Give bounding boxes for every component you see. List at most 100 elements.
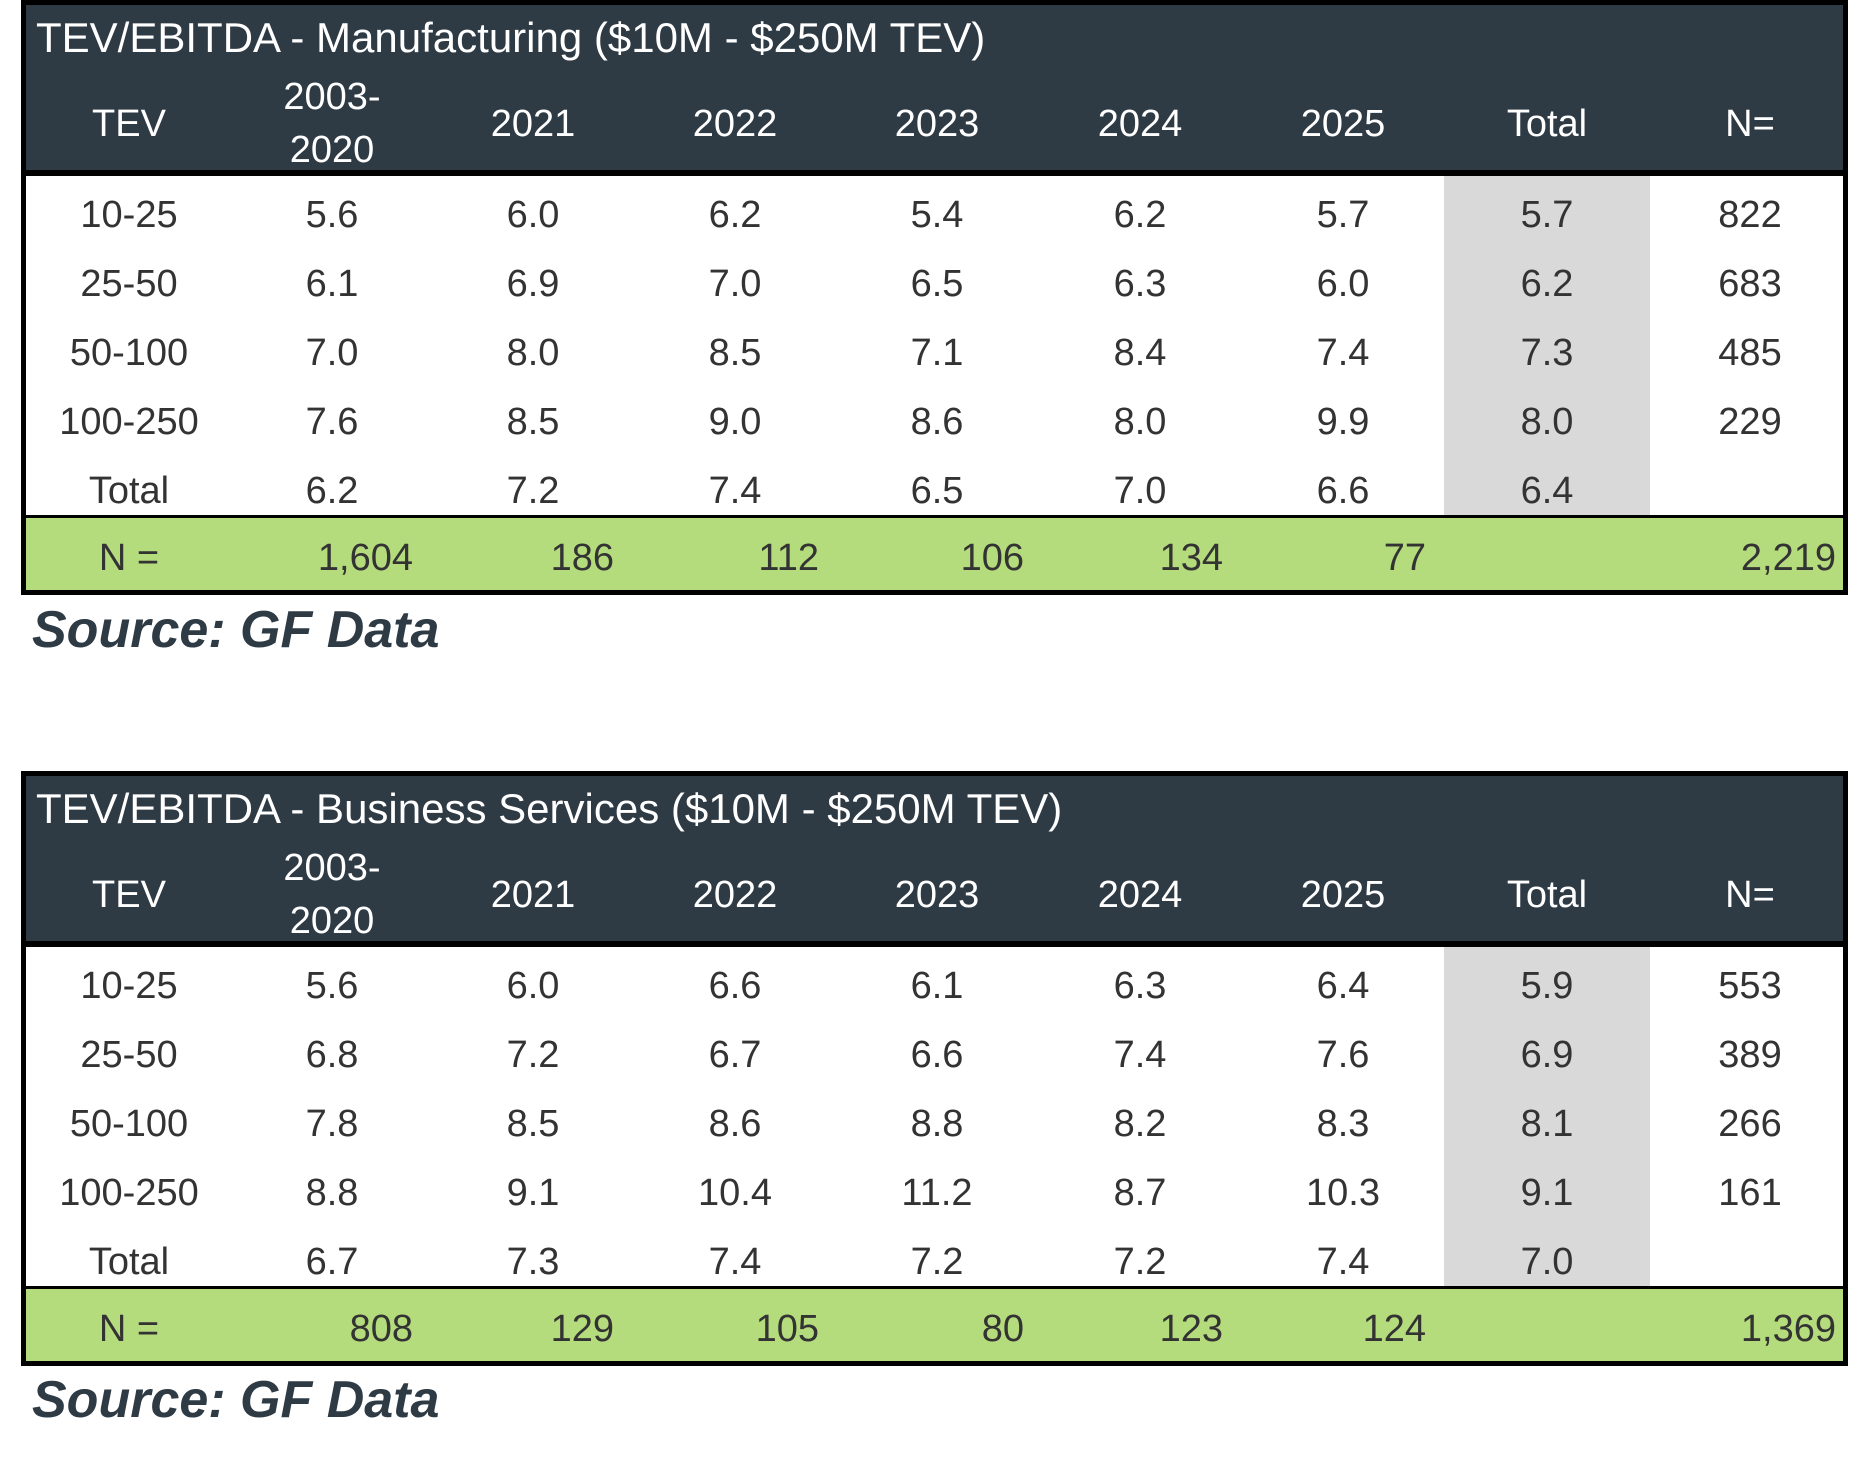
table-cell: 6.2 [708,194,762,236]
valuation-table: TEV/EBITDA - Manufacturing ($10M - $250M… [21,0,1848,595]
table-cell: 7.3 [506,1241,560,1283]
count-footer-row: N = 1,604 186 112 106 134 77 2,219 [26,515,1843,590]
table-cell: 8.8 [305,1172,359,1214]
table-cell: 7.6 [305,401,359,443]
table-cell: 7.4 [1316,1241,1370,1283]
table-cell: 683 [1718,263,1782,305]
table-cell: 6.4 [1316,965,1370,1007]
table-cell: 7.3 [1520,332,1574,374]
table-cell: 7.1 [910,332,964,374]
table-header: TEV/EBITDA - Business Services ($10M - $… [26,776,1843,942]
table-cell: 6.5 [910,470,964,512]
footer-label: N = [98,1308,160,1350]
column-header: 2023 [894,102,980,145]
table-cell: 7.0 [305,332,359,374]
table-cell: 7.4 [708,1241,762,1283]
row-label: 100-250 [59,401,199,443]
source-caption: Source: GF Data [32,601,440,659]
table-cell: 6.4 [1520,470,1574,512]
table-cell: 822 [1718,194,1782,236]
table-cell: 6.6 [910,1034,964,1076]
row-label: 50-100 [69,1103,189,1145]
footer-count: 808 [349,1308,413,1350]
table-cell: 485 [1718,332,1782,374]
header-divider [26,170,1843,176]
table-cell: 266 [1718,1103,1782,1145]
table-cell: 6.9 [506,263,560,305]
table-cell: 389 [1718,1034,1782,1076]
column-header: TEV [92,873,166,916]
row-label: Total [88,470,170,512]
row-label: 25-50 [80,1034,178,1076]
table-cell: 6.1 [305,263,359,305]
row-label: 100-250 [59,1172,199,1214]
footer-count: 1,369 [1740,1308,1836,1350]
table-cell: 7.0 [708,263,762,305]
table-cell: 6.9 [1520,1034,1574,1076]
column-header: 2021 [490,873,576,916]
table-cell: 553 [1718,965,1782,1007]
row-label: Total [88,1241,170,1283]
table-cell: 8.0 [1520,401,1574,443]
table-cell: 8.8 [910,1103,964,1145]
table-cell: 6.2 [1520,263,1574,305]
table-cell: 7.4 [1316,332,1370,374]
table-cell: 7.6 [1316,1034,1370,1076]
table-cell: 7.2 [506,470,560,512]
footer-count: 134 [1159,537,1223,579]
table-cell: 8.2 [1113,1103,1167,1145]
table-cell: 6.7 [305,1241,359,1283]
table-cell: 8.5 [708,332,762,374]
table-cell: 6.3 [1113,965,1167,1007]
table-cell: 7.8 [305,1103,359,1145]
table-cell: 6.0 [506,194,560,236]
table-cell: 6.8 [305,1034,359,1076]
table-cell: 8.0 [1113,401,1167,443]
count-footer-row: N = 808 129 105 80 123 124 1,369 [26,1286,1843,1361]
table-cell: 8.1 [1520,1103,1574,1145]
table-cell: 8.3 [1316,1103,1370,1145]
column-header: N= [1725,102,1775,145]
table-header: TEV/EBITDA - Manufacturing ($10M - $250M… [26,5,1843,171]
footer-count: 80 [981,1308,1024,1350]
table-cell: 5.6 [305,194,359,236]
column-header: 2003- 2020 [283,76,381,171]
column-header: Total [1506,873,1588,916]
table-cell: 5.4 [910,194,964,236]
column-header: 2025 [1300,102,1386,145]
total-column-shade [1444,176,1650,515]
table-cell: 10.4 [698,1172,772,1214]
table-cell: 6.0 [506,965,560,1007]
footer-count: 129 [550,1308,614,1350]
table-cell: 8.4 [1113,332,1167,374]
table-title: TEV/EBITDA - Manufacturing ($10M - $250M… [36,14,986,61]
table-cell: 9.1 [506,1172,560,1214]
source-caption: Source: GF Data [32,1371,440,1429]
footer-count: 186 [550,537,614,579]
table-body: 10-25 5.6 6.0 6.2 5.4 6.2 5.7 5.7 822 25-50 6.1 6.9… [26,176,1843,515]
row-label: 10-25 [80,965,178,1007]
table-cell: 7.4 [708,470,762,512]
table-cell: 7.4 [1113,1034,1167,1076]
column-header: 2025 [1300,873,1386,916]
header-divider [26,941,1843,947]
footer-count: 112 [758,537,819,579]
column-header: 2024 [1097,873,1183,916]
footer-count: 105 [755,1308,819,1350]
row-label: 10-25 [80,194,178,236]
table-cell: 6.5 [910,263,964,305]
table-cell: 6.0 [1316,263,1370,305]
table-cell: 5.7 [1520,194,1574,236]
table-cell: 9.9 [1316,401,1370,443]
footer-count: 124 [1362,1308,1426,1350]
table-cell: 7.2 [506,1034,560,1076]
table-cell: 7.0 [1520,1241,1574,1283]
column-header: 2022 [692,102,778,145]
table-cell: 10.3 [1306,1172,1380,1214]
table-cell: 7.0 [1113,470,1167,512]
table-cell: 6.2 [305,470,359,512]
column-header: 2022 [692,873,778,916]
total-column-shade [1444,947,1650,1286]
column-header: 2021 [490,102,576,145]
table-cell: 9.1 [1520,1172,1574,1214]
